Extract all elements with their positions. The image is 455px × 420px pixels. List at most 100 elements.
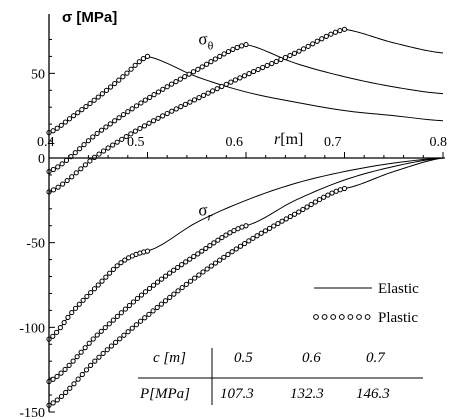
plastic-marker xyxy=(321,194,327,200)
plastic-marker xyxy=(137,125,143,132)
plastic-marker xyxy=(269,60,275,67)
plastic-marker xyxy=(146,120,152,126)
legend-plastic-marker xyxy=(347,314,354,320)
plastic-marker xyxy=(105,145,111,151)
plastic-marker xyxy=(208,59,214,65)
plastic-marker xyxy=(169,108,175,114)
plastic-marker xyxy=(150,118,157,124)
sigma-theta-annotation: σθ xyxy=(198,29,213,52)
plastic-marker xyxy=(217,257,223,263)
plastic-marker xyxy=(266,225,273,231)
plastic-marker xyxy=(63,389,69,396)
plastic-marker xyxy=(98,127,105,133)
plastic-marker xyxy=(55,184,61,190)
plastic-marker xyxy=(50,400,56,406)
plastic-marker xyxy=(79,107,85,113)
plastic-marker xyxy=(223,81,229,87)
plastic-marker xyxy=(106,321,112,327)
plastic-marker xyxy=(84,293,90,300)
plastic-marker xyxy=(129,106,135,112)
plastic-marker xyxy=(291,211,298,217)
plastic-marker xyxy=(243,41,249,48)
plastic-marker xyxy=(316,196,323,203)
plastic-marker xyxy=(337,28,343,34)
plastic-marker xyxy=(132,62,138,68)
plastic-marker xyxy=(128,66,134,72)
plastic-marker xyxy=(160,86,166,92)
x-tick-label: 0.5 xyxy=(127,135,145,150)
y-axis-title: σ [MPa] xyxy=(62,9,117,26)
plastic-marker xyxy=(100,350,106,357)
plastic-marker xyxy=(122,306,128,312)
plastic-marker xyxy=(219,83,225,90)
plastic-marker xyxy=(74,354,80,360)
plastic-marker xyxy=(147,94,153,100)
plastic-marker xyxy=(154,279,161,285)
plastic-marker xyxy=(87,158,93,164)
plastic-marker xyxy=(154,304,160,311)
sigma-r-plastic-line xyxy=(48,188,345,406)
plastic-marker xyxy=(87,100,93,107)
plastic-marker xyxy=(341,185,348,192)
plastic-marker xyxy=(230,46,236,53)
plastic-marker xyxy=(133,103,140,109)
legend-plastic-label: Plastic xyxy=(378,310,418,326)
plastic-marker xyxy=(107,84,114,90)
legend-plastic-marker xyxy=(313,314,319,320)
plastic-marker xyxy=(50,333,56,339)
plastic-marker xyxy=(228,79,234,85)
plastic-marker xyxy=(225,251,231,258)
plastic-marker xyxy=(77,146,83,152)
plastic-marker xyxy=(63,157,70,163)
plastic-marker xyxy=(296,209,302,215)
plastic-marker xyxy=(175,288,181,294)
sigma-theta-plastic-line xyxy=(48,28,345,193)
plastic-marker xyxy=(94,332,100,338)
y-tick-label: -50 xyxy=(26,237,45,252)
plastic-marker xyxy=(191,97,198,103)
plastic-marker xyxy=(187,99,193,105)
plastic-marker xyxy=(72,150,78,156)
table-P-value: 146.3 xyxy=(356,386,390,402)
plastic-marker xyxy=(112,80,118,87)
plastic-marker xyxy=(79,371,85,378)
plastic-marker xyxy=(116,77,122,83)
plastic-marker xyxy=(91,97,97,103)
plastic-marker xyxy=(61,319,67,326)
plastic-marker xyxy=(232,77,238,83)
plastic-marker xyxy=(114,263,120,269)
table-c-value: 0.6 xyxy=(302,350,321,366)
plastic-marker xyxy=(107,121,113,127)
plastic-marker xyxy=(225,48,232,55)
plastic-marker xyxy=(205,90,211,96)
plastic-marker xyxy=(217,53,223,59)
plastic-marker xyxy=(123,133,129,140)
sigma-r-plastic-markers xyxy=(46,223,249,385)
sigma-r-elastic-line xyxy=(245,157,444,227)
plastic-marker xyxy=(78,349,84,355)
plastic-marker xyxy=(66,362,72,368)
plastic-marker xyxy=(168,81,175,87)
plastic-marker xyxy=(83,103,89,110)
table-c-header: c [m] xyxy=(153,350,186,366)
plastic-marker xyxy=(208,263,214,269)
plastic-marker xyxy=(182,101,188,107)
plastic-marker xyxy=(96,151,102,157)
plastic-marker xyxy=(94,130,100,137)
plastic-marker xyxy=(332,29,339,35)
parameter-table: c [m] 0.5 0.6 0.7 P[MPa] 107.3 132.3 146… xyxy=(138,348,423,405)
plastic-marker xyxy=(54,373,60,380)
plastic-marker xyxy=(71,113,77,119)
plastic-marker xyxy=(142,315,148,321)
plastic-marker xyxy=(100,148,107,154)
plastic-marker xyxy=(200,92,207,98)
plastic-marker xyxy=(258,230,264,236)
plastic-marker xyxy=(85,138,92,144)
x-tick-label: 0.4 xyxy=(37,135,55,150)
plastic-marker xyxy=(164,110,170,117)
case-c-0.6 xyxy=(46,41,444,385)
plastic-marker xyxy=(275,220,281,227)
plastic-marker xyxy=(86,340,92,346)
legend-plastic-marker xyxy=(330,314,337,320)
